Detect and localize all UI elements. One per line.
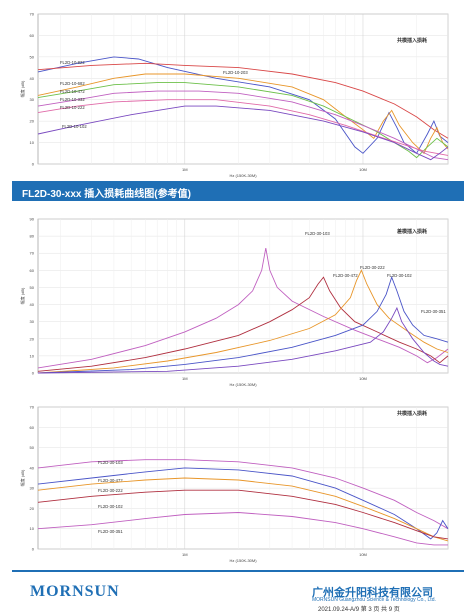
- y-tick-label: 40: [30, 76, 35, 81]
- y-tick-label: 70: [30, 251, 35, 256]
- x-tick-label: 1M: [182, 552, 188, 557]
- plot-area: [37, 13, 449, 165]
- y-tick-label: 70: [30, 405, 35, 410]
- chart-bottom: 0 10 20 30 40 50 60 70 1M 10M Hz (150K-30M) 幅度 (dB)…: [19, 405, 449, 563]
- footer-divider: [12, 570, 464, 572]
- series-label: FL2D-30-222: [360, 265, 385, 270]
- y-tick-label: 0: [32, 547, 35, 552]
- series-line-fl2d-30-103: [37, 248, 449, 369]
- series-line-fl2d-10-222: [37, 99, 449, 156]
- series-label: FL2D-10-203: [223, 70, 248, 75]
- x-axis-label: Hz (150K-30M): [229, 173, 257, 178]
- x-axis-label: Hz (150K-30M): [229, 382, 257, 387]
- series-label: FL2D-10-222: [60, 105, 85, 110]
- y-tick-label: 70: [30, 12, 35, 17]
- series-label: FL2D-30-351: [421, 309, 446, 314]
- y-axis-label: 幅度 (dB): [19, 469, 25, 486]
- series-label: FL2D-30-103: [305, 231, 330, 236]
- y-tick-label: 0: [32, 162, 35, 167]
- x-tick-label: 10M: [359, 376, 367, 381]
- chart-title: 共模插入损耗: [397, 410, 427, 417]
- series-label: FL2D-10-822: [60, 60, 85, 65]
- y-tick-label: 60: [30, 425, 35, 430]
- series-line-fl2d-30-472: [37, 276, 449, 372]
- y-tick-label: 0: [32, 371, 35, 376]
- series-label: FL2D-10-332: [60, 97, 85, 102]
- y-tick-label: 30: [30, 486, 35, 491]
- y-tick-label: 60: [30, 33, 35, 38]
- series-label: FL2D-10-682: [60, 81, 85, 86]
- company-name-en: MORNSUN Guangzhou Science & Technology C…: [312, 597, 436, 603]
- y-tick-label: 50: [30, 54, 35, 59]
- series-label: FL2D-30-351: [98, 529, 123, 534]
- plot-area: [37, 406, 449, 550]
- series-label: FL2D-30-102: [387, 273, 412, 278]
- y-tick-label: 20: [30, 506, 35, 511]
- series-label: FL2D-30-472: [333, 273, 358, 278]
- chart-title: 差模插入损耗: [397, 228, 427, 235]
- series-line-fl2d-30-102: [37, 489, 449, 540]
- x-axis-label: Hz (150K-30M): [229, 558, 257, 563]
- section-title: FL2D-30-xxx 插入损耗曲线图(参考值): [22, 189, 191, 200]
- series-line-fl2d-30-222: [37, 269, 449, 374]
- series-label: FL2D-10-472: [60, 89, 85, 94]
- y-tick-label: 40: [30, 302, 35, 307]
- series-line-fl2d-30-222: [37, 477, 449, 542]
- y-tick-label: 10: [30, 353, 35, 358]
- company-name-cn: 广州金升阳科技有限公司: [312, 587, 433, 599]
- plot-area: [37, 218, 449, 374]
- y-tick-label: 30: [30, 319, 35, 324]
- series-line-fl2d-30-103: [37, 459, 449, 530]
- y-axis-label: 幅度 (dB): [19, 287, 25, 304]
- chart-top: 0 10 20 30 40 50 60 70 1M 10M Hz (150K-30M) 幅度 (dB)…: [19, 12, 449, 178]
- series-label: FL2D-30-103: [98, 460, 123, 465]
- x-tick-label: 1M: [182, 167, 188, 172]
- series-line-fl2d-10-203: [37, 62, 449, 139]
- y-tick-label: 60: [30, 268, 35, 273]
- y-tick-label: 30: [30, 97, 35, 102]
- section-header-bar: [12, 181, 464, 201]
- y-tick-label: 10: [30, 526, 35, 531]
- y-tick-label: 40: [30, 465, 35, 470]
- date-page-info: 2021.09.24-A/9 第 3 页 共 9 页: [318, 607, 400, 613]
- series-label: FL2D-10-102: [62, 124, 87, 129]
- series-line-fl2d-30-351: [37, 306, 449, 374]
- series-line-fl2d-10-102: [37, 105, 449, 161]
- chart-title: 共模插入损耗: [397, 37, 427, 44]
- x-tick-label: 10M: [359, 167, 367, 172]
- series-line-fl2d-10-822: [37, 56, 449, 154]
- series-line-fl2d-30-102: [37, 275, 449, 374]
- y-tick-label: 50: [30, 285, 35, 290]
- series-label: FL2D-30-472: [98, 478, 123, 483]
- series-line-fl2d-30-472: [37, 467, 449, 540]
- series-line-fl2d-10-472: [37, 82, 449, 159]
- series-label: FL2D-30-222: [98, 488, 123, 493]
- y-tick-label: 90: [30, 217, 35, 222]
- y-tick-label: 20: [30, 336, 35, 341]
- company-logo: MORNSUN: [30, 583, 120, 600]
- series-label: FL2D-30-102: [98, 504, 123, 509]
- y-axis-label: 幅度 (dB): [19, 80, 25, 97]
- chart-middle: 0 10 20 30 40 50 60 70 80 90 1M 10M Hz (150K-30M) 幅度 …: [19, 217, 449, 387]
- x-tick-label: 1M: [182, 376, 188, 381]
- y-tick-label: 80: [30, 234, 35, 239]
- series-line-fl2d-30-351: [37, 512, 448, 546]
- y-tick-label: 50: [30, 445, 35, 450]
- y-tick-label: 20: [30, 119, 35, 124]
- y-tick-label: 10: [30, 140, 35, 145]
- x-tick-label: 10M: [359, 552, 367, 557]
